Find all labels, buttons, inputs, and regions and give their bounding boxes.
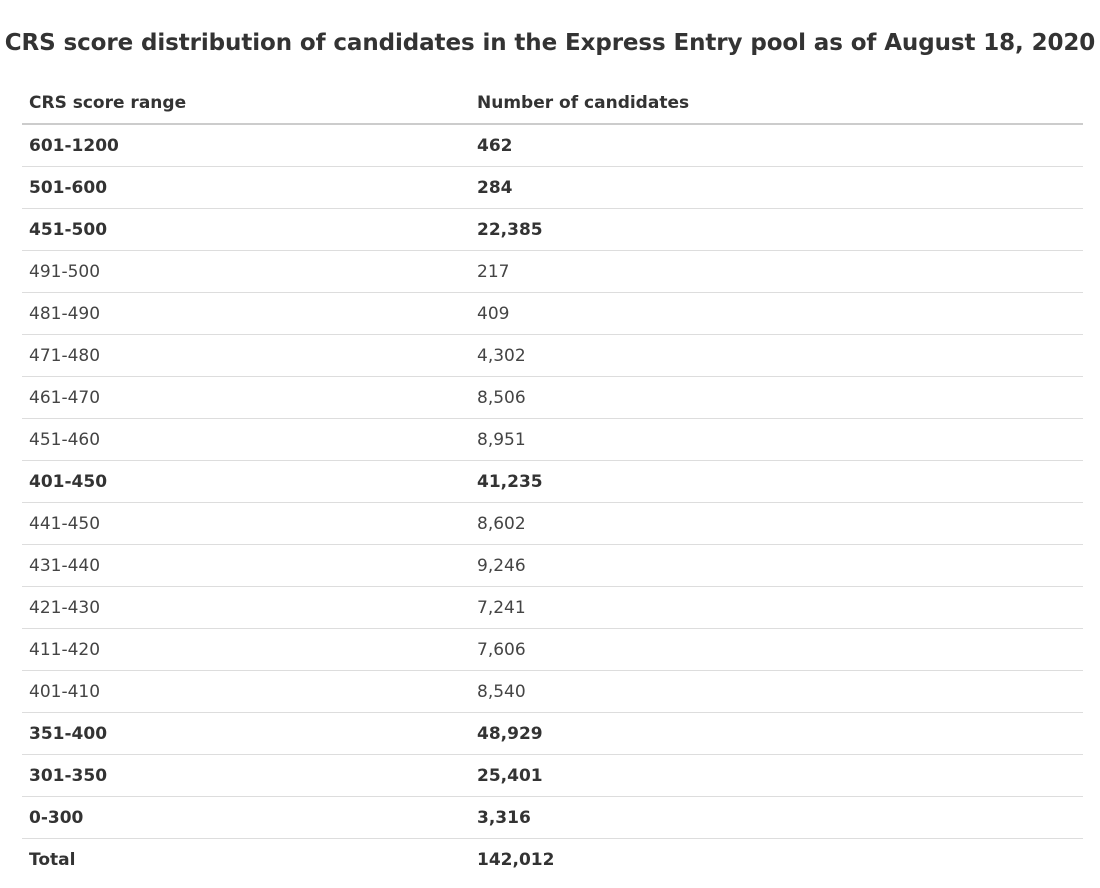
score-range-cell: 411-420 xyxy=(22,628,470,671)
table-row: 491-500 217 xyxy=(22,250,1083,293)
table-row: 411-420 7,606 xyxy=(22,628,1083,671)
score-range-cell: 601-1200 xyxy=(22,124,470,167)
score-range-cell: 451-460 xyxy=(22,418,470,461)
score-range-cell: 501-600 xyxy=(22,166,470,209)
table-caption: CRS score distribution of candidates in … xyxy=(4,30,1096,56)
table-row: 501-600 284 xyxy=(22,166,1083,209)
score-range-cell: 471-480 xyxy=(22,334,470,377)
candidate-count-cell: 3,316 xyxy=(470,796,1083,839)
candidate-count-cell: 462 xyxy=(470,124,1083,167)
candidate-count-cell: 4,302 xyxy=(470,334,1083,377)
score-range-cell: 401-450 xyxy=(22,460,470,503)
table-row: 481-490 409 xyxy=(22,292,1083,335)
candidate-count-cell: 409 xyxy=(470,292,1083,335)
score-range-cell: 491-500 xyxy=(22,250,470,293)
table-header: CRS score range Number of candidates xyxy=(22,82,1083,125)
candidate-count-cell: 25,401 xyxy=(470,754,1083,797)
candidate-count-cell: 8,506 xyxy=(470,376,1083,419)
candidate-count-cell: 7,606 xyxy=(470,628,1083,671)
score-range-cell: 421-430 xyxy=(22,586,470,629)
table-row: 451-460 8,951 xyxy=(22,418,1083,461)
candidate-count-cell: 9,246 xyxy=(470,544,1083,587)
table-body: 601-1200 462 501-600 284 451-500 22,385 491-50… xyxy=(22,124,1083,880)
candidate-count-cell: 8,951 xyxy=(470,418,1083,461)
score-range-cell: 441-450 xyxy=(22,502,470,545)
table-row: 421-430 7,241 xyxy=(22,586,1083,629)
column-header-range: CRS score range xyxy=(22,82,470,125)
candidate-count-cell: 284 xyxy=(470,166,1083,209)
score-range-cell: 481-490 xyxy=(22,292,470,335)
table-row: 401-450 41,235 xyxy=(22,460,1083,503)
table-row: 601-1200 462 xyxy=(22,124,1083,167)
candidate-count-cell: 142,012 xyxy=(477,849,555,870)
candidate-count-cell: 217 xyxy=(470,250,1083,293)
candidate-count-cell: 48,929 xyxy=(470,712,1083,755)
candidate-count-cell: 22,385 xyxy=(470,208,1083,251)
table-row: 451-500 22,385 xyxy=(22,208,1083,251)
score-range-cell: 431-440 xyxy=(22,544,470,587)
score-range-cell: 301-350 xyxy=(22,754,470,797)
score-range-cell: Total xyxy=(29,849,76,870)
score-range-cell: 461-470 xyxy=(22,376,470,419)
table-row: 471-480 4,302 xyxy=(22,334,1083,377)
candidate-count-cell: 8,602 xyxy=(470,502,1083,545)
candidate-count-cell: 7,241 xyxy=(470,586,1083,629)
total-row: Total 142,012 xyxy=(22,839,1083,881)
candidate-count-cell: 8,540 xyxy=(470,670,1083,713)
table-row: 461-470 8,506 xyxy=(22,376,1083,419)
column-header-count: Number of candidates xyxy=(470,82,1083,125)
table-row: 431-440 9,246 xyxy=(22,544,1083,587)
table-row: 351-400 48,929 xyxy=(22,712,1083,755)
table-row: 301-350 25,401 xyxy=(22,754,1083,797)
crs-distribution-table: CRS score range Number of candidates 601… xyxy=(22,82,1083,880)
table-row: 441-450 8,602 xyxy=(22,502,1083,545)
table-row: 401-410 8,540 xyxy=(22,670,1083,713)
score-range-cell: 401-410 xyxy=(22,670,470,713)
score-range-cell: 351-400 xyxy=(22,712,470,755)
table-row: 0-300 3,316 xyxy=(22,796,1083,839)
header-row: CRS score range Number of candidates xyxy=(22,82,1083,125)
score-range-cell: 0-300 xyxy=(22,796,470,839)
score-range-cell: 451-500 xyxy=(22,208,470,251)
candidate-count-cell: 41,235 xyxy=(470,460,1083,503)
